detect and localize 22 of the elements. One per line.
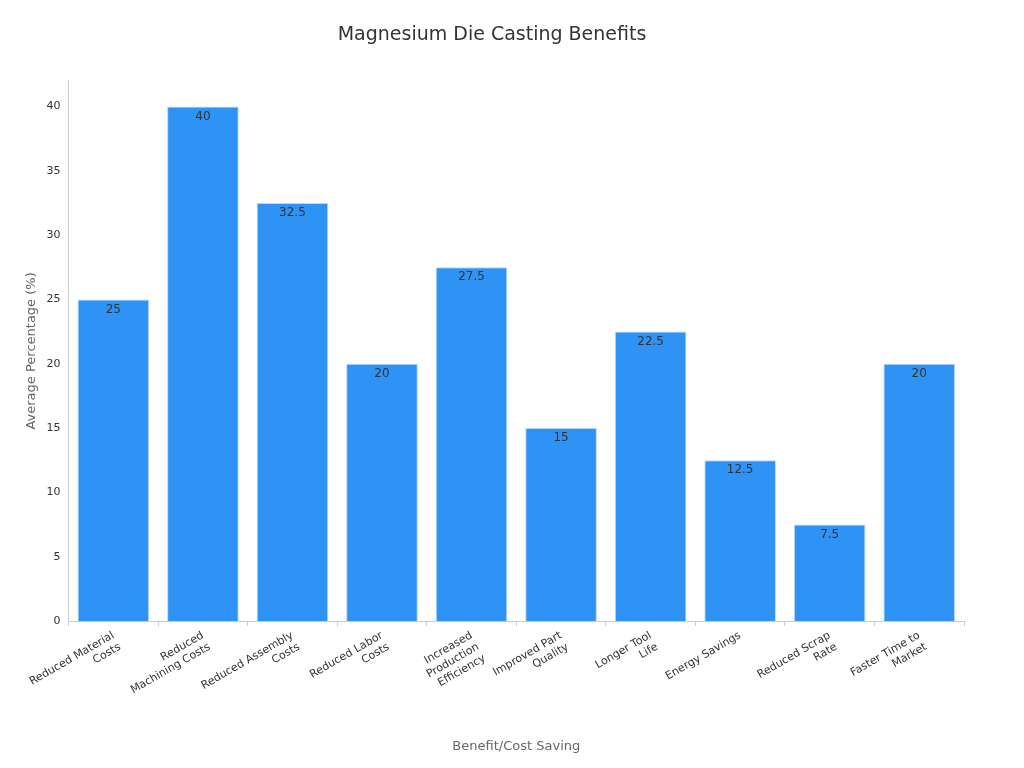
y-tick-label: 15 [46, 420, 61, 434]
data-label: 27.5 [458, 269, 485, 284]
y-tick-label: 40 [46, 99, 61, 113]
x-axis-title: Benefit/Cost Saving [452, 737, 581, 753]
data-label: 20 [911, 365, 927, 380]
data-label: 7.5 [820, 526, 840, 541]
y-tick-label: 25 [46, 292, 61, 306]
data-label: 32.5 [279, 205, 306, 220]
data-label: 15 [553, 430, 569, 445]
y-tick-label: 35 [46, 163, 61, 177]
data-label: 22.5 [637, 333, 664, 348]
y-axis-title: Average Percentage (%) [23, 272, 39, 430]
data-label: 20 [374, 365, 390, 380]
y-tick-label: 0 [53, 613, 61, 627]
data-label: 12.5 [726, 462, 754, 477]
y-tick-label: 20 [46, 356, 61, 370]
data-label: 25 [105, 301, 122, 316]
y-tick-label: 5 [53, 549, 61, 563]
chart-title: Magnesium Die Casting Benefits [337, 22, 647, 45]
y-tick-label: 10 [46, 485, 61, 499]
y-tick-label: 30 [46, 228, 61, 242]
data-label: 40 [195, 108, 211, 123]
